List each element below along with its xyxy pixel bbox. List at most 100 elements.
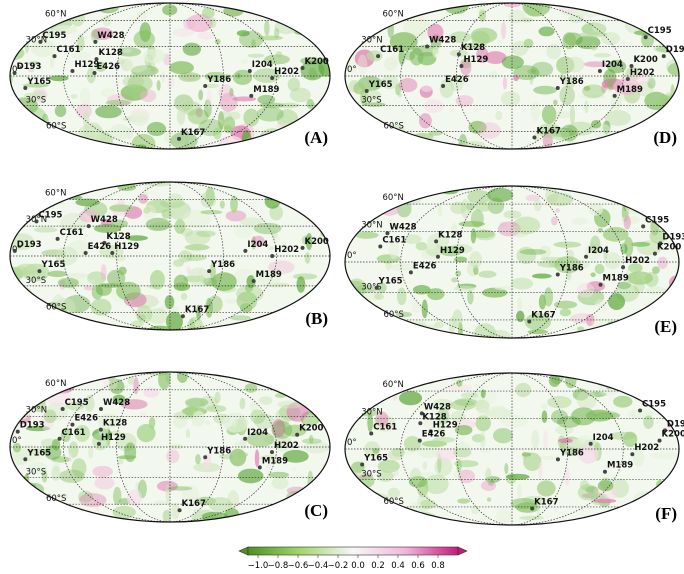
texture-blob bbox=[590, 272, 596, 278]
texture-blob bbox=[109, 204, 133, 212]
texture-blob bbox=[582, 84, 606, 98]
station-label: K128 bbox=[99, 48, 123, 58]
station-label: C195 bbox=[642, 400, 666, 410]
station-dot bbox=[408, 270, 413, 275]
texture-blob bbox=[290, 182, 313, 194]
texture-blob bbox=[57, 277, 79, 288]
texture-blob bbox=[510, 224, 530, 238]
texture-blob bbox=[660, 4, 679, 13]
texture-blob bbox=[525, 194, 540, 202]
station-dot bbox=[249, 93, 254, 98]
texture-blob bbox=[466, 203, 475, 211]
station-dot bbox=[270, 76, 275, 81]
texture-blob bbox=[253, 222, 282, 235]
texture-blob bbox=[468, 120, 487, 134]
station-dot bbox=[300, 66, 305, 71]
texture-blob bbox=[16, 444, 44, 461]
texture-blob bbox=[292, 3, 318, 10]
texture-blob bbox=[416, 443, 441, 459]
texture-blob bbox=[257, 35, 283, 41]
lat-label: 30°N bbox=[361, 220, 382, 230]
texture-blob bbox=[271, 235, 281, 243]
texture-blob bbox=[475, 415, 491, 432]
texture-blob bbox=[560, 124, 578, 142]
texture-blob bbox=[593, 498, 617, 504]
station-dot bbox=[419, 411, 424, 416]
texture-blob bbox=[604, 110, 631, 126]
texture-blob bbox=[437, 408, 450, 425]
texture-blob bbox=[510, 277, 534, 290]
station-dot bbox=[584, 254, 589, 259]
texture-blob bbox=[435, 448, 457, 462]
texture-blob bbox=[87, 271, 107, 285]
texture-blob bbox=[608, 293, 626, 310]
texture-blob bbox=[667, 301, 679, 308]
station-dot bbox=[177, 136, 182, 141]
texture-blob bbox=[234, 441, 241, 448]
texture-blob bbox=[434, 321, 445, 329]
station-dot bbox=[661, 54, 666, 59]
texture-blob bbox=[10, 134, 28, 149]
texture-blob bbox=[345, 138, 359, 148]
texture-blob bbox=[32, 89, 47, 102]
texture-blob bbox=[234, 452, 249, 458]
texture-blob bbox=[577, 484, 599, 501]
station-label: M189 bbox=[603, 274, 629, 284]
texture-blob bbox=[47, 270, 67, 278]
texture-blob bbox=[10, 301, 17, 306]
station-dot bbox=[602, 469, 607, 474]
texture-blob bbox=[585, 373, 601, 379]
texture-blob bbox=[357, 54, 368, 75]
texture-blob bbox=[345, 21, 358, 42]
station-dot bbox=[203, 83, 208, 88]
texture-blob bbox=[527, 329, 548, 335]
texture-blob bbox=[254, 449, 260, 468]
texture-blob bbox=[260, 128, 285, 145]
texture-blob bbox=[595, 299, 606, 308]
station-dot bbox=[417, 438, 422, 443]
texture-blob bbox=[672, 195, 679, 211]
texture-blob bbox=[195, 454, 201, 465]
texture-blob bbox=[13, 392, 28, 398]
texture-blob bbox=[202, 7, 215, 19]
texture-blob bbox=[377, 373, 385, 379]
colorbar-tick-label: 0.4 bbox=[391, 561, 405, 571]
texture-blob bbox=[354, 231, 379, 239]
station-label: K200 bbox=[299, 424, 323, 434]
texture-blob bbox=[127, 376, 135, 385]
texture-blob bbox=[67, 317, 81, 330]
texture-blob bbox=[211, 272, 237, 291]
texture-blob bbox=[117, 455, 137, 460]
texture-blob bbox=[421, 85, 433, 92]
texture-blob bbox=[628, 263, 643, 273]
texture-blob bbox=[347, 113, 363, 129]
texture-blob bbox=[431, 521, 459, 525]
texture-blob bbox=[145, 217, 171, 232]
texture-blob bbox=[173, 274, 189, 291]
texture-blob bbox=[32, 86, 48, 104]
texture-blob bbox=[397, 93, 402, 98]
texture-blob bbox=[377, 459, 400, 473]
texture-blob bbox=[555, 425, 574, 435]
texture-blob bbox=[502, 76, 508, 90]
colorbar-tick-label: −1.0 bbox=[248, 561, 269, 571]
station-label: E426 bbox=[413, 261, 437, 271]
texture-blob bbox=[602, 120, 611, 135]
texture-blob bbox=[455, 270, 462, 277]
texture-blob bbox=[172, 28, 195, 37]
texture-blob bbox=[220, 73, 233, 80]
texture-blob bbox=[112, 394, 126, 404]
texture-blob bbox=[523, 38, 534, 49]
texture-blob bbox=[411, 511, 439, 525]
texture-blob bbox=[12, 442, 22, 453]
texture-blob bbox=[251, 236, 257, 250]
lat-label: 30°S bbox=[26, 276, 46, 286]
station-label: C195 bbox=[645, 215, 669, 225]
texture-blob bbox=[672, 289, 679, 300]
texture-blob bbox=[14, 142, 31, 149]
texture-blob bbox=[590, 235, 601, 254]
texture-blob bbox=[488, 70, 499, 79]
station-label: C195 bbox=[65, 398, 89, 408]
texture-blob bbox=[34, 304, 45, 323]
texture-blob bbox=[246, 275, 256, 289]
